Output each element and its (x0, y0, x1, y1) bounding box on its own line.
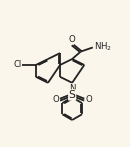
Text: O: O (85, 95, 92, 104)
Text: O: O (52, 95, 59, 104)
Text: O: O (69, 35, 76, 44)
Text: S: S (69, 90, 76, 100)
Text: NH$_2$: NH$_2$ (94, 40, 112, 53)
Text: Cl: Cl (13, 60, 21, 70)
Text: N: N (69, 84, 75, 93)
